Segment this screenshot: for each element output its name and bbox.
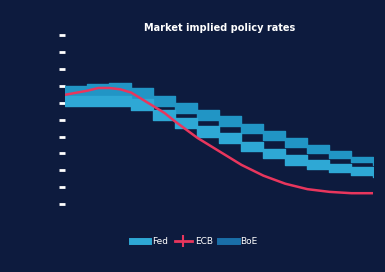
Legend: Fed, ECB, BoE: Fed, ECB, BoE: [129, 234, 261, 250]
Title: Market implied policy rates: Market implied policy rates: [144, 23, 295, 33]
